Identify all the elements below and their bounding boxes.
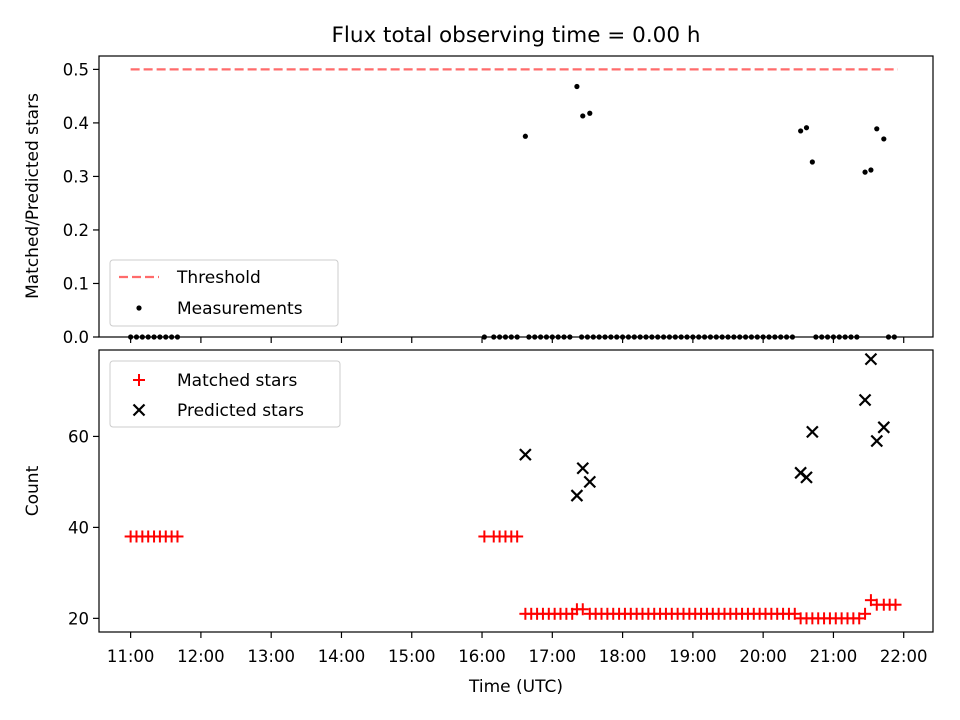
legend-measurements-label: Measurements — [177, 299, 303, 319]
bottom-y-tick-label: 20 — [68, 609, 89, 628]
x-tick-label: 17:00 — [529, 647, 577, 666]
bottom-y-tick-label: 40 — [68, 518, 89, 537]
bottom-axes-frame — [98, 349, 934, 633]
x-tick-label: 12:00 — [177, 647, 225, 666]
x-tick-label: 11:00 — [107, 647, 155, 666]
x-tick-label: 13:00 — [247, 647, 295, 666]
legend-measurements-swatch — [136, 305, 142, 311]
top-legend-box — [109, 259, 339, 327]
measurement-point — [522, 133, 528, 139]
measurement-point — [580, 113, 586, 119]
predicted-stars-point — [583, 475, 597, 489]
measurement-point — [874, 126, 880, 132]
predicted-stars-point — [576, 461, 590, 475]
bottom-panel: 20 40 60 11:00 12:00 13:00 14:00 15:00 16:00 17:… — [23, 349, 934, 697]
bottom-y-ticks: 20 40 60 — [68, 427, 99, 628]
predicted-stars-point — [806, 425, 819, 439]
top-y-ticks: 0.0 0.1 0.2 0.3 0.4 0.5 — [63, 60, 99, 347]
predicted-stars-point — [570, 489, 584, 502]
top-y-tick-label: 0.1 — [63, 274, 89, 293]
measurement-point — [809, 159, 815, 165]
measurement-point — [881, 136, 887, 142]
legend-predicted-stars-label: Predicted stars — [177, 401, 304, 421]
x-tick-label: 15:00 — [388, 647, 436, 666]
top-y-tick-label: 0.5 — [63, 60, 89, 79]
bottom-y-tick-label: 60 — [68, 427, 89, 446]
legend-threshold-label: Threshold — [176, 268, 261, 288]
legend-predicted-stars-swatch — [132, 403, 146, 417]
top-plot-area — [128, 68, 898, 340]
x-tick-label: 16:00 — [458, 647, 506, 666]
measurement-point — [587, 110, 593, 116]
measurement-point — [574, 83, 580, 90]
bottom-y-axis-label: Count — [23, 465, 43, 516]
top-y-tick-label: 0.0 — [63, 328, 89, 347]
top-axes-frame — [98, 55, 934, 338]
x-tick-label: 22:00 — [880, 647, 928, 666]
predicted-stars-point — [519, 448, 532, 461]
x-tick-label: 18:00 — [599, 647, 647, 666]
x-tick-label: 21:00 — [810, 647, 858, 666]
measurement-point — [868, 167, 874, 173]
x-tick-label: 14:00 — [318, 647, 366, 666]
matched-stars-point — [889, 598, 902, 611]
top-y-axis-label: Matched/Predicted stars — [23, 93, 43, 299]
predicted-stars-point — [800, 471, 813, 484]
predicted-stars-point — [877, 421, 891, 434]
matched-stars-point — [576, 603, 589, 616]
legend-matched-stars-swatch — [133, 374, 145, 386]
top-legend: Threshold Measurements — [109, 259, 339, 327]
measurement-point — [803, 125, 810, 131]
measurement-point — [798, 128, 804, 134]
bottom-legend-box — [109, 360, 341, 428]
x-tick-label: 19:00 — [669, 647, 717, 666]
predicted-stars-point — [858, 393, 872, 407]
bottom-plot-area — [124, 352, 902, 625]
top-y-tick-label: 0.2 — [63, 221, 89, 240]
matched-stars-point — [859, 607, 872, 620]
predicted-stars-point — [864, 352, 878, 366]
top-panel: 0.0 0.1 0.2 0.3 0.4 0.5 Matched/Predicted sta… — [23, 55, 934, 347]
top-y-tick-label: 0.4 — [63, 114, 89, 133]
bottom-legend: Matched stars Predicted stars — [109, 360, 341, 428]
chart-title: Flux total observing time = 0.00 h — [332, 23, 701, 48]
predicted-stars-point — [870, 434, 884, 448]
matched-stars-point — [511, 530, 524, 543]
legend-matched-stars-label: Matched stars — [177, 371, 297, 391]
top-y-tick-label: 0.3 — [63, 167, 89, 186]
x-axis-label: Time (UTC) — [468, 677, 563, 697]
bottom-x-ticks: 11:00 12:00 13:00 14:00 15:00 16:00 17:00 18:00… — [107, 632, 928, 666]
x-tick-label: 20:00 — [739, 647, 787, 666]
measurement-point — [862, 169, 868, 175]
matched-stars-point — [171, 530, 184, 543]
